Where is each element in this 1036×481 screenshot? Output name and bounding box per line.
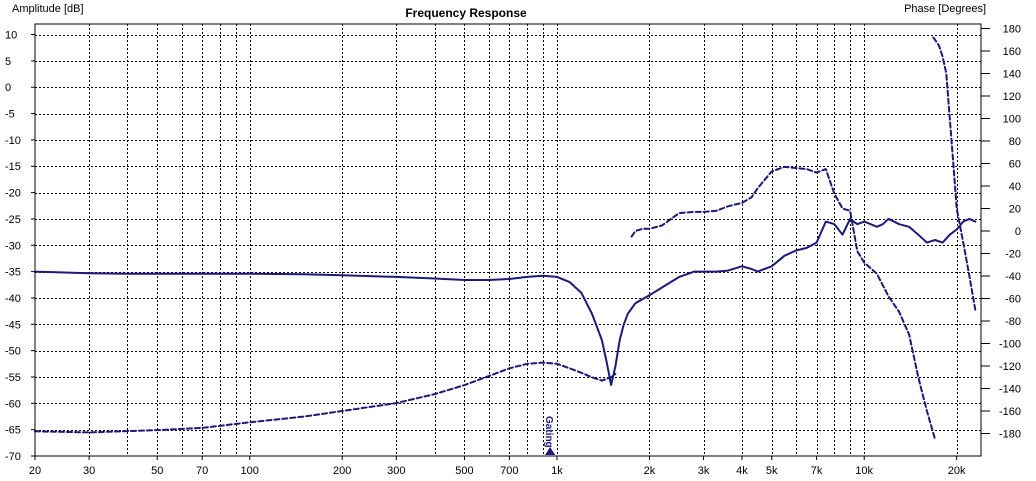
phase-series-line bbox=[932, 36, 977, 311]
gating-marker-arrow bbox=[545, 447, 556, 455]
chart-tick-layer: 1050-5-10-15-20-25-30-35-40-45-50-55-60-… bbox=[5, 24, 1021, 478]
right-axis-tick-label: 0 bbox=[1015, 226, 1021, 238]
gating-marker-label: Gating bbox=[543, 416, 554, 448]
chart-grid bbox=[35, 24, 981, 456]
left-axis-tick-label: 0 bbox=[5, 82, 11, 94]
right-axis-tick-label: -140 bbox=[999, 384, 1021, 396]
plot-frame bbox=[34, 23, 982, 457]
x-axis-tick-label: 10k bbox=[855, 465, 873, 477]
right-axis-tick-label: -180 bbox=[999, 429, 1021, 441]
right-axis-tick-label: -120 bbox=[999, 361, 1021, 373]
x-axis-tick-label: 500 bbox=[455, 465, 473, 477]
x-axis-tick-label: 2k bbox=[644, 465, 656, 477]
right-axis-tick-label: 180 bbox=[1003, 24, 1021, 36]
phase-series-line bbox=[34, 361, 617, 434]
right-axis-tick-label: -60 bbox=[1005, 294, 1021, 306]
left-axis-tick-label: -25 bbox=[5, 214, 21, 226]
left-axis-tick-label: -45 bbox=[5, 319, 21, 331]
right-axis-tick-label: -100 bbox=[999, 339, 1021, 351]
right-axis-tick-label: 120 bbox=[1003, 91, 1021, 103]
left-axis-tick-label: -60 bbox=[5, 398, 21, 410]
left-axis-tick-label: 10 bbox=[5, 30, 17, 42]
left-axis-tick-label: -10 bbox=[5, 135, 21, 147]
x-axis-tick-label: 1k bbox=[551, 465, 563, 477]
left-axis-tick-label: -55 bbox=[5, 372, 21, 384]
right-axis-tick-label: 20 bbox=[1009, 204, 1021, 216]
right-axis-tick-label: 80 bbox=[1009, 136, 1021, 148]
left-axis-tick-label: -15 bbox=[5, 161, 21, 173]
amplitude-series-line bbox=[34, 217, 977, 386]
chart-title: Frequency Response bbox=[405, 6, 527, 20]
x-axis-tick-label: 50 bbox=[151, 465, 163, 477]
left-axis-tick-label: -70 bbox=[5, 451, 21, 463]
right-axis-tick-label: -80 bbox=[1005, 316, 1021, 328]
x-axis-tick-label: 200 bbox=[333, 465, 351, 477]
left-axis-tick-label: -50 bbox=[5, 346, 21, 358]
x-axis-tick-label: 3k bbox=[698, 465, 710, 477]
x-axis-tick-label: 7k bbox=[811, 465, 823, 477]
x-axis-tick-label: 4k bbox=[736, 465, 748, 477]
x-axis-tick-label: 700 bbox=[500, 465, 518, 477]
x-axis-tick-label: 100 bbox=[241, 465, 259, 477]
right-axis-title: Phase [Degrees] bbox=[904, 3, 986, 15]
left-axis-tick-label: -65 bbox=[5, 425, 21, 437]
left-axis-tick-label: -40 bbox=[5, 293, 21, 305]
chart-marker-layer: Gating bbox=[543, 416, 556, 455]
left-axis-tick-label: -5 bbox=[5, 109, 15, 121]
left-axis-tick-label: 5 bbox=[5, 56, 11, 68]
left-axis-tick-label: -30 bbox=[5, 240, 21, 252]
left-axis-title: Amplitude [dB] bbox=[12, 3, 84, 15]
right-axis-tick-label: 40 bbox=[1009, 181, 1021, 193]
chart-series-layer bbox=[34, 36, 977, 441]
right-axis-tick-label: 140 bbox=[1003, 69, 1021, 81]
x-axis-tick-label: 70 bbox=[196, 465, 208, 477]
phase-series-line bbox=[630, 165, 936, 441]
right-axis-tick-label: -20 bbox=[1005, 249, 1021, 261]
right-axis-tick-label: 100 bbox=[1003, 114, 1021, 126]
x-axis-tick-label: 5k bbox=[766, 465, 778, 477]
x-axis-tick-label: 300 bbox=[387, 465, 405, 477]
right-axis-tick-label: 160 bbox=[1003, 46, 1021, 58]
x-axis-tick-label: 30 bbox=[83, 465, 95, 477]
x-axis-tick-label: 20k bbox=[948, 465, 966, 477]
left-axis-tick-label: -20 bbox=[5, 188, 21, 200]
right-axis-tick-label: -40 bbox=[1005, 271, 1021, 283]
right-axis-tick-label: 60 bbox=[1009, 159, 1021, 171]
left-axis-tick-label: -35 bbox=[5, 267, 21, 279]
x-axis-tick-label: 20 bbox=[29, 465, 41, 477]
right-axis-tick-label: -160 bbox=[999, 406, 1021, 418]
